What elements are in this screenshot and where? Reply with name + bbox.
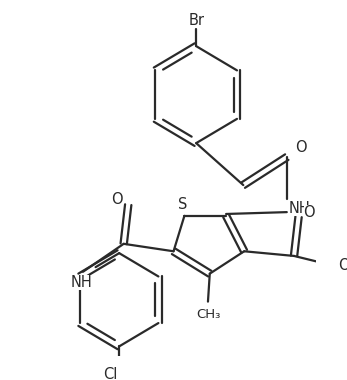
Text: Cl: Cl [103, 367, 117, 380]
Text: O: O [338, 258, 347, 273]
Text: NH: NH [70, 276, 92, 290]
Text: S: S [178, 197, 187, 212]
Text: O: O [295, 140, 307, 155]
Text: O: O [304, 204, 315, 220]
Text: Br: Br [189, 13, 205, 27]
Text: O: O [111, 193, 123, 207]
Text: NH: NH [289, 201, 310, 216]
Text: CH₃: CH₃ [196, 308, 220, 321]
